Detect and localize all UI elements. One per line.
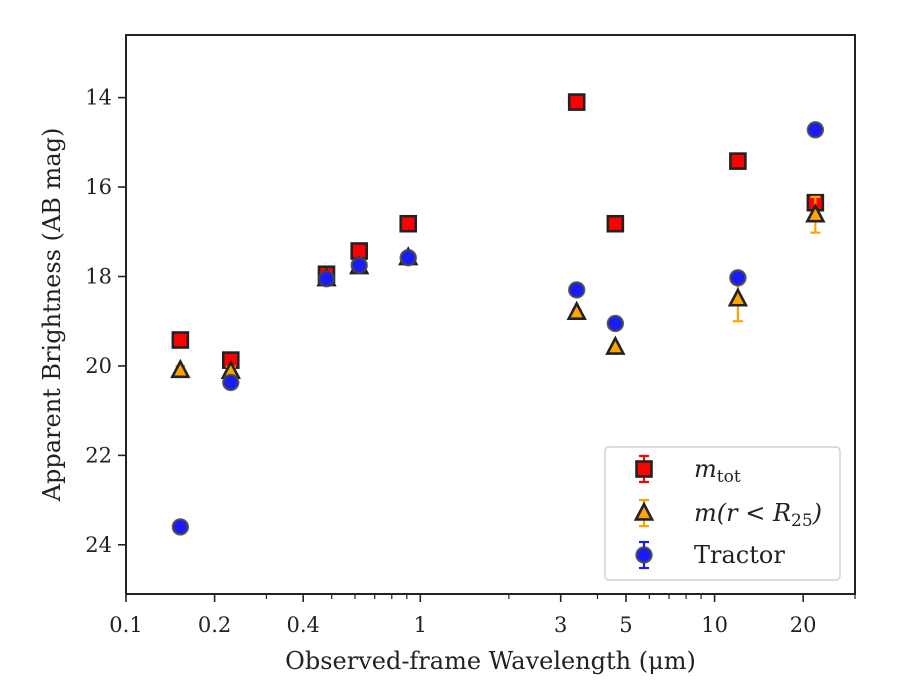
legend: mtot m(r < R25) Tractor	[604, 446, 841, 581]
data-point-square	[171, 331, 190, 349]
x-tick-label: 0.4	[286, 613, 319, 637]
axes: 0.1 0.2 0.4 1 3 5 10 20 14 16 18 20 22 24	[85, 34, 856, 637]
data-point-triangle	[170, 358, 191, 379]
x-tick-label: 20	[790, 613, 817, 637]
legend-marker-circle	[635, 546, 653, 564]
data-point-square	[567, 93, 586, 111]
legend-entry: Tractor	[635, 540, 785, 570]
data-point-circle	[171, 518, 190, 536]
series-circle	[171, 121, 825, 536]
data-point-square	[399, 214, 418, 233]
y-tick-label: 24	[85, 533, 112, 557]
legend-entry: m(r < R25)	[633, 498, 822, 531]
legend-marker-triangle	[633, 501, 655, 521]
x-tick-label: 0.1	[109, 613, 142, 637]
data-point-circle	[317, 270, 336, 288]
y-axis-label: Apparent Brightness (AB mag)	[38, 128, 66, 503]
data-point-triangle	[605, 335, 626, 355]
y-tick-label: 18	[85, 264, 112, 288]
x-tick-label: 10	[701, 613, 728, 637]
y-tick-label: 16	[85, 175, 112, 199]
data-point-square	[606, 214, 625, 233]
y-tick-label: 14	[85, 86, 112, 110]
x-axis-label: Observed-frame Wavelength (μm)	[285, 647, 696, 675]
plot-frame	[125, 34, 856, 595]
series-triangle	[170, 195, 826, 379]
data-point-circle	[606, 314, 625, 333]
data-point-circle	[350, 256, 368, 275]
data-point-circle	[729, 269, 747, 287]
legend-label: mtot	[694, 455, 741, 487]
legend-label: m(r < R25)	[694, 499, 822, 531]
data-point-square	[729, 152, 747, 170]
data-point-triangle	[727, 287, 749, 307]
data-point-triangle	[805, 203, 826, 223]
data-point-circle	[806, 121, 825, 139]
x-tick-label: 3	[554, 613, 567, 637]
legend-entry: mtot	[635, 454, 741, 487]
data-point-circle	[399, 249, 417, 267]
x-tick-label: 5	[619, 613, 632, 637]
data-point-circle	[222, 373, 240, 392]
data-point-triangle	[566, 300, 587, 320]
legend-box	[604, 446, 841, 581]
x-tick-label: 1	[414, 613, 427, 637]
y-tick-label: 22	[85, 443, 112, 467]
plot-area	[170, 93, 826, 536]
legend-marker-square	[635, 460, 653, 478]
y-tick-label: 20	[85, 354, 112, 378]
data-point-circle	[568, 281, 586, 299]
legend-label: Tractor	[694, 541, 785, 569]
series-square	[171, 93, 825, 369]
x-tick-label: 0.2	[198, 613, 231, 637]
